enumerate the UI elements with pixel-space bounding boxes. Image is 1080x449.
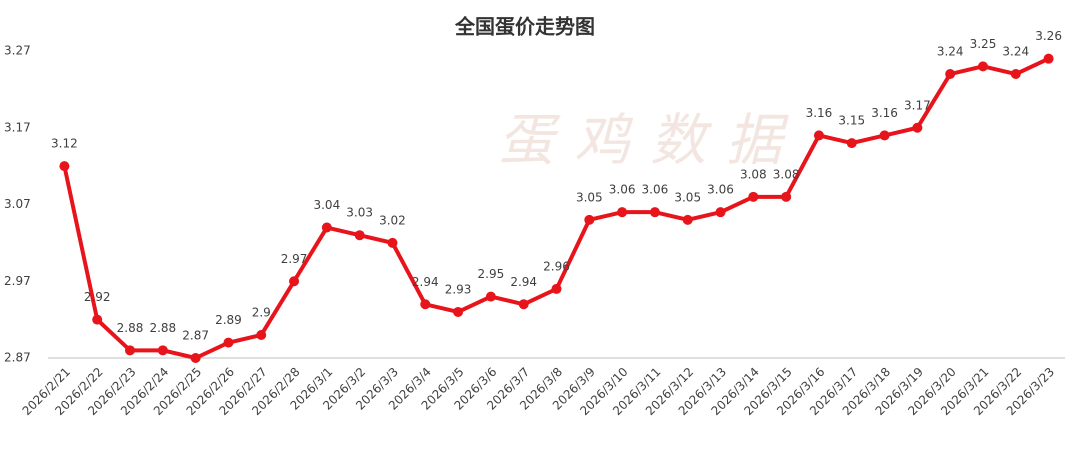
point <box>1010 69 1021 80</box>
point <box>977 61 988 72</box>
point <box>485 291 496 302</box>
point <box>584 214 595 225</box>
point <box>256 329 267 340</box>
chart-title: 全国蛋价走势图 <box>454 15 595 39</box>
point <box>879 130 890 141</box>
point <box>715 207 726 218</box>
point <box>813 130 824 141</box>
data-label: 3.24 <box>937 45 964 59</box>
data-label: 3.06 <box>707 183 734 197</box>
data-label: 3.08 <box>740 167 767 181</box>
data-label: 3.08 <box>773 167 800 181</box>
data-label: 2.94 <box>510 275 537 289</box>
data-label: 3.16 <box>806 106 833 120</box>
point <box>551 283 562 294</box>
point <box>289 276 300 287</box>
data-label: 3.05 <box>674 190 701 204</box>
point <box>518 299 529 310</box>
point <box>781 191 792 202</box>
data-label: 2.9 <box>252 305 271 319</box>
point <box>420 299 431 310</box>
data-label: 3.15 <box>838 114 865 128</box>
data-label: 3.06 <box>642 183 669 197</box>
data-label: 3.16 <box>871 106 898 120</box>
point <box>682 214 693 225</box>
y-tick-label: 3.17 <box>4 120 31 134</box>
data-label: 3.06 <box>609 183 636 197</box>
data-label: 2.89 <box>215 313 242 327</box>
point <box>223 337 234 348</box>
point <box>945 69 956 80</box>
data-label: 3.02 <box>379 213 406 227</box>
y-tick-label: 2.87 <box>4 351 31 365</box>
data-label: 3.17 <box>904 98 931 112</box>
point <box>846 138 857 149</box>
point <box>125 345 136 356</box>
data-label: 3.05 <box>576 190 603 204</box>
data-label: 2.88 <box>149 321 176 335</box>
data-label: 2.93 <box>445 282 472 296</box>
data-label: 3.24 <box>1002 45 1029 59</box>
data-label: 3.12 <box>51 137 78 151</box>
point <box>157 345 168 356</box>
line <box>62 56 1050 360</box>
data-label: 3.25 <box>970 37 997 51</box>
point <box>453 306 464 317</box>
data-label: 2.87 <box>182 329 209 343</box>
data-label: 2.97 <box>281 252 308 266</box>
point <box>649 207 660 218</box>
point <box>354 230 365 241</box>
point <box>912 122 923 133</box>
data-label: 3.04 <box>313 198 340 212</box>
y-tick-label: 2.97 <box>4 274 31 288</box>
watermark: 蛋鸡数据 <box>498 109 802 174</box>
point <box>59 161 70 172</box>
data-label: 2.94 <box>412 275 439 289</box>
y-tick-label: 3.07 <box>4 197 31 211</box>
data-label: 3.26 <box>1035 29 1062 43</box>
data-label: 2.96 <box>543 259 570 273</box>
data-label: 2.95 <box>478 267 505 281</box>
point <box>387 237 398 248</box>
point <box>321 222 332 233</box>
point <box>1043 53 1054 64</box>
point <box>748 191 759 202</box>
data-label: 3.03 <box>346 206 373 220</box>
point <box>617 207 628 218</box>
point <box>92 314 103 325</box>
point <box>190 353 201 363</box>
data-label: 2.92 <box>84 290 111 304</box>
data-label: 2.88 <box>117 321 144 335</box>
y-tick-label: 3.27 <box>4 44 31 58</box>
